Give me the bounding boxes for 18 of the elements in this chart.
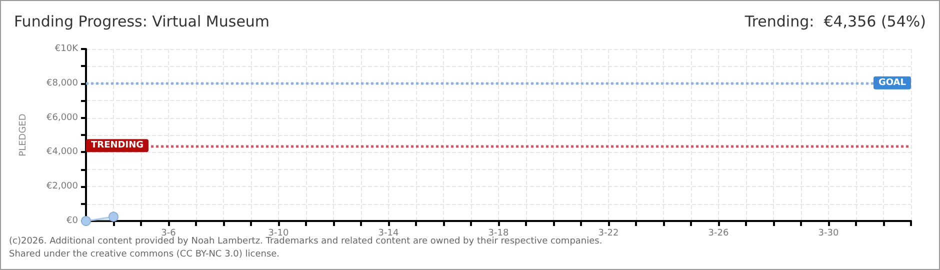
chart-subtitle: Trending: €4,356 (54%) [744, 12, 926, 30]
y-tick-label: €6,000 [46, 112, 78, 123]
y-tick-label: €2,000 [46, 182, 78, 192]
ref-line-label: TRENDING [91, 140, 144, 151]
ref-line-label: GOAL [878, 78, 906, 88]
x-tick-label: 3-26 [708, 228, 729, 238]
chart-title: Funding Progress: Virtual Museum [14, 12, 270, 30]
text: Shared under the creative commons (CC BY-NC 3.0) license. [9, 250, 280, 260]
y-tick-label: €10K [54, 44, 80, 54]
y-tick-label: €8,000 [46, 78, 78, 88]
y-axis-title: PLEDGED [18, 114, 28, 156]
x-tick-label: 3-18 [488, 228, 509, 238]
text: (c)2026. Additional content provided by Noah Lambertz. Trademarks and related content are owned by their respective companies. [9, 236, 602, 246]
x-tick-label: 3-14 [378, 228, 399, 238]
y-tick-label: €0 [66, 216, 78, 226]
x-tick-label: 3-22 [598, 228, 619, 238]
x-tick-label: 3-30 [818, 228, 839, 238]
y-tick-label: €4,000 [46, 147, 78, 158]
